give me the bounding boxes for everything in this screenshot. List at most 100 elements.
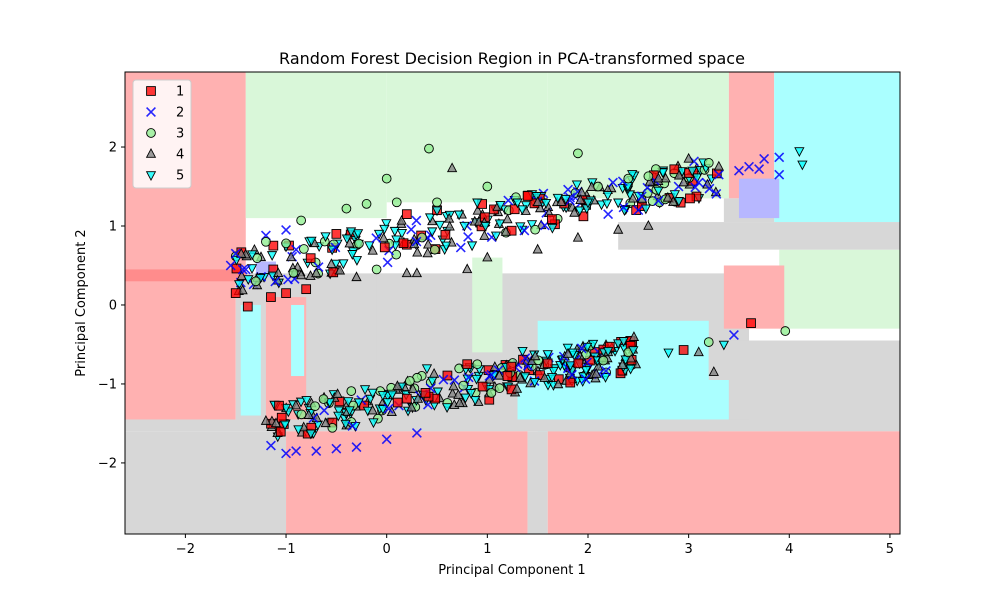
point-class-4: [311, 267, 322, 278]
point-class-3: [530, 224, 540, 235]
chart-title: Random Forest Decision Region in PCA-tra…: [279, 49, 745, 68]
point-class-5: [396, 229, 408, 239]
point-class-2: [406, 224, 417, 235]
point-class-3: [296, 409, 307, 420]
point-class-2: [607, 177, 618, 188]
point-class-5: [333, 411, 344, 422]
point-class-5: [453, 210, 465, 221]
point-class-2: [713, 169, 724, 180]
x-tick-label: −1: [276, 542, 295, 557]
point-class-4: [500, 225, 511, 236]
point-class-4: [617, 359, 628, 369]
decision-region: [125, 419, 900, 432]
point-class-5: [421, 364, 433, 375]
point-class-4: [482, 251, 493, 262]
x-tick-label: 5: [886, 542, 894, 557]
point-class-5: [471, 374, 482, 385]
decision-region: [618, 222, 900, 250]
point-class-2: [319, 405, 330, 416]
point-class-4: [236, 247, 247, 258]
decision-region: [376, 273, 407, 369]
point-class-1: [146, 86, 156, 96]
point-class-2: [618, 202, 629, 213]
point-class-3: [780, 326, 791, 336]
point-class-4: [472, 204, 483, 215]
point-class-4: [644, 175, 656, 186]
point-class-2: [603, 209, 614, 220]
point-class-5: [531, 192, 542, 202]
point-class-5: [560, 194, 571, 205]
point-class-5: [351, 256, 363, 266]
decision-regions: [125, 72, 900, 534]
point-class-3: [371, 264, 382, 275]
point-class-1: [547, 214, 557, 224]
point-class-2: [567, 369, 577, 380]
point-class-5: [459, 221, 470, 232]
decision-region: [245, 72, 387, 219]
point-class-2: [347, 421, 358, 431]
point-class-2: [237, 264, 248, 275]
point-class-5: [565, 361, 576, 372]
point-class-5: [359, 385, 371, 396]
point-class-2: [754, 164, 765, 175]
decision-region: [472, 257, 503, 353]
point-class-5: [279, 420, 291, 431]
x-axis-label: Principal Component 1: [438, 563, 585, 578]
point-class-4: [145, 147, 157, 158]
point-class-4: [411, 267, 423, 278]
point-class-5: [567, 348, 579, 359]
point-class-5: [640, 204, 651, 215]
point-class-5: [466, 241, 478, 252]
point-class-4: [678, 176, 689, 187]
point-class-1: [242, 301, 253, 312]
point-class-3: [593, 181, 603, 192]
y-tick-label: 0: [109, 298, 117, 313]
point-class-2: [230, 248, 241, 259]
point-class-5: [295, 397, 307, 408]
point-class-3: [643, 171, 654, 182]
point-class-1: [275, 426, 286, 437]
point-class-5: [266, 251, 278, 261]
point-class-3: [703, 337, 714, 347]
point-class-3: [391, 197, 402, 208]
point-class-2: [291, 244, 302, 255]
point-class-5: [364, 241, 375, 252]
point-class-5: [233, 280, 245, 291]
point-class-3: [327, 422, 338, 433]
point-class-2: [733, 165, 744, 176]
point-class-2: [744, 161, 754, 172]
point-class-3: [458, 380, 469, 391]
point-class-5: [434, 220, 446, 231]
point-class-1: [281, 288, 291, 298]
point-class-4: [708, 366, 719, 376]
point-class-3: [296, 215, 306, 226]
point-class-4: [653, 172, 664, 183]
legend-label: 3: [176, 127, 184, 142]
point-class-4: [569, 206, 580, 217]
point-class-5: [472, 198, 483, 209]
point-class-4: [260, 415, 272, 425]
legend-label: 2: [176, 106, 184, 121]
point-class-4: [553, 378, 564, 389]
point-class-4: [592, 360, 604, 371]
point-class-2: [311, 446, 322, 457]
point-class-4: [422, 247, 433, 258]
point-class-2: [728, 330, 739, 340]
point-class-2: [270, 276, 281, 287]
point-class-1: [669, 164, 680, 175]
scatter-points: [225, 143, 808, 459]
point-class-2: [449, 375, 460, 386]
point-class-5: [347, 250, 358, 260]
decision-region: [547, 431, 900, 534]
point-class-5: [580, 366, 592, 376]
point-class-3: [703, 157, 714, 168]
point-class-5: [377, 391, 388, 401]
point-class-1: [301, 284, 312, 295]
point-class-5: [343, 397, 354, 408]
point-class-1: [266, 292, 276, 302]
point-class-1: [746, 318, 756, 328]
legend-label: 5: [176, 169, 184, 184]
point-class-4: [562, 348, 574, 358]
point-class-4: [351, 271, 362, 282]
point-class-4: [539, 372, 550, 382]
